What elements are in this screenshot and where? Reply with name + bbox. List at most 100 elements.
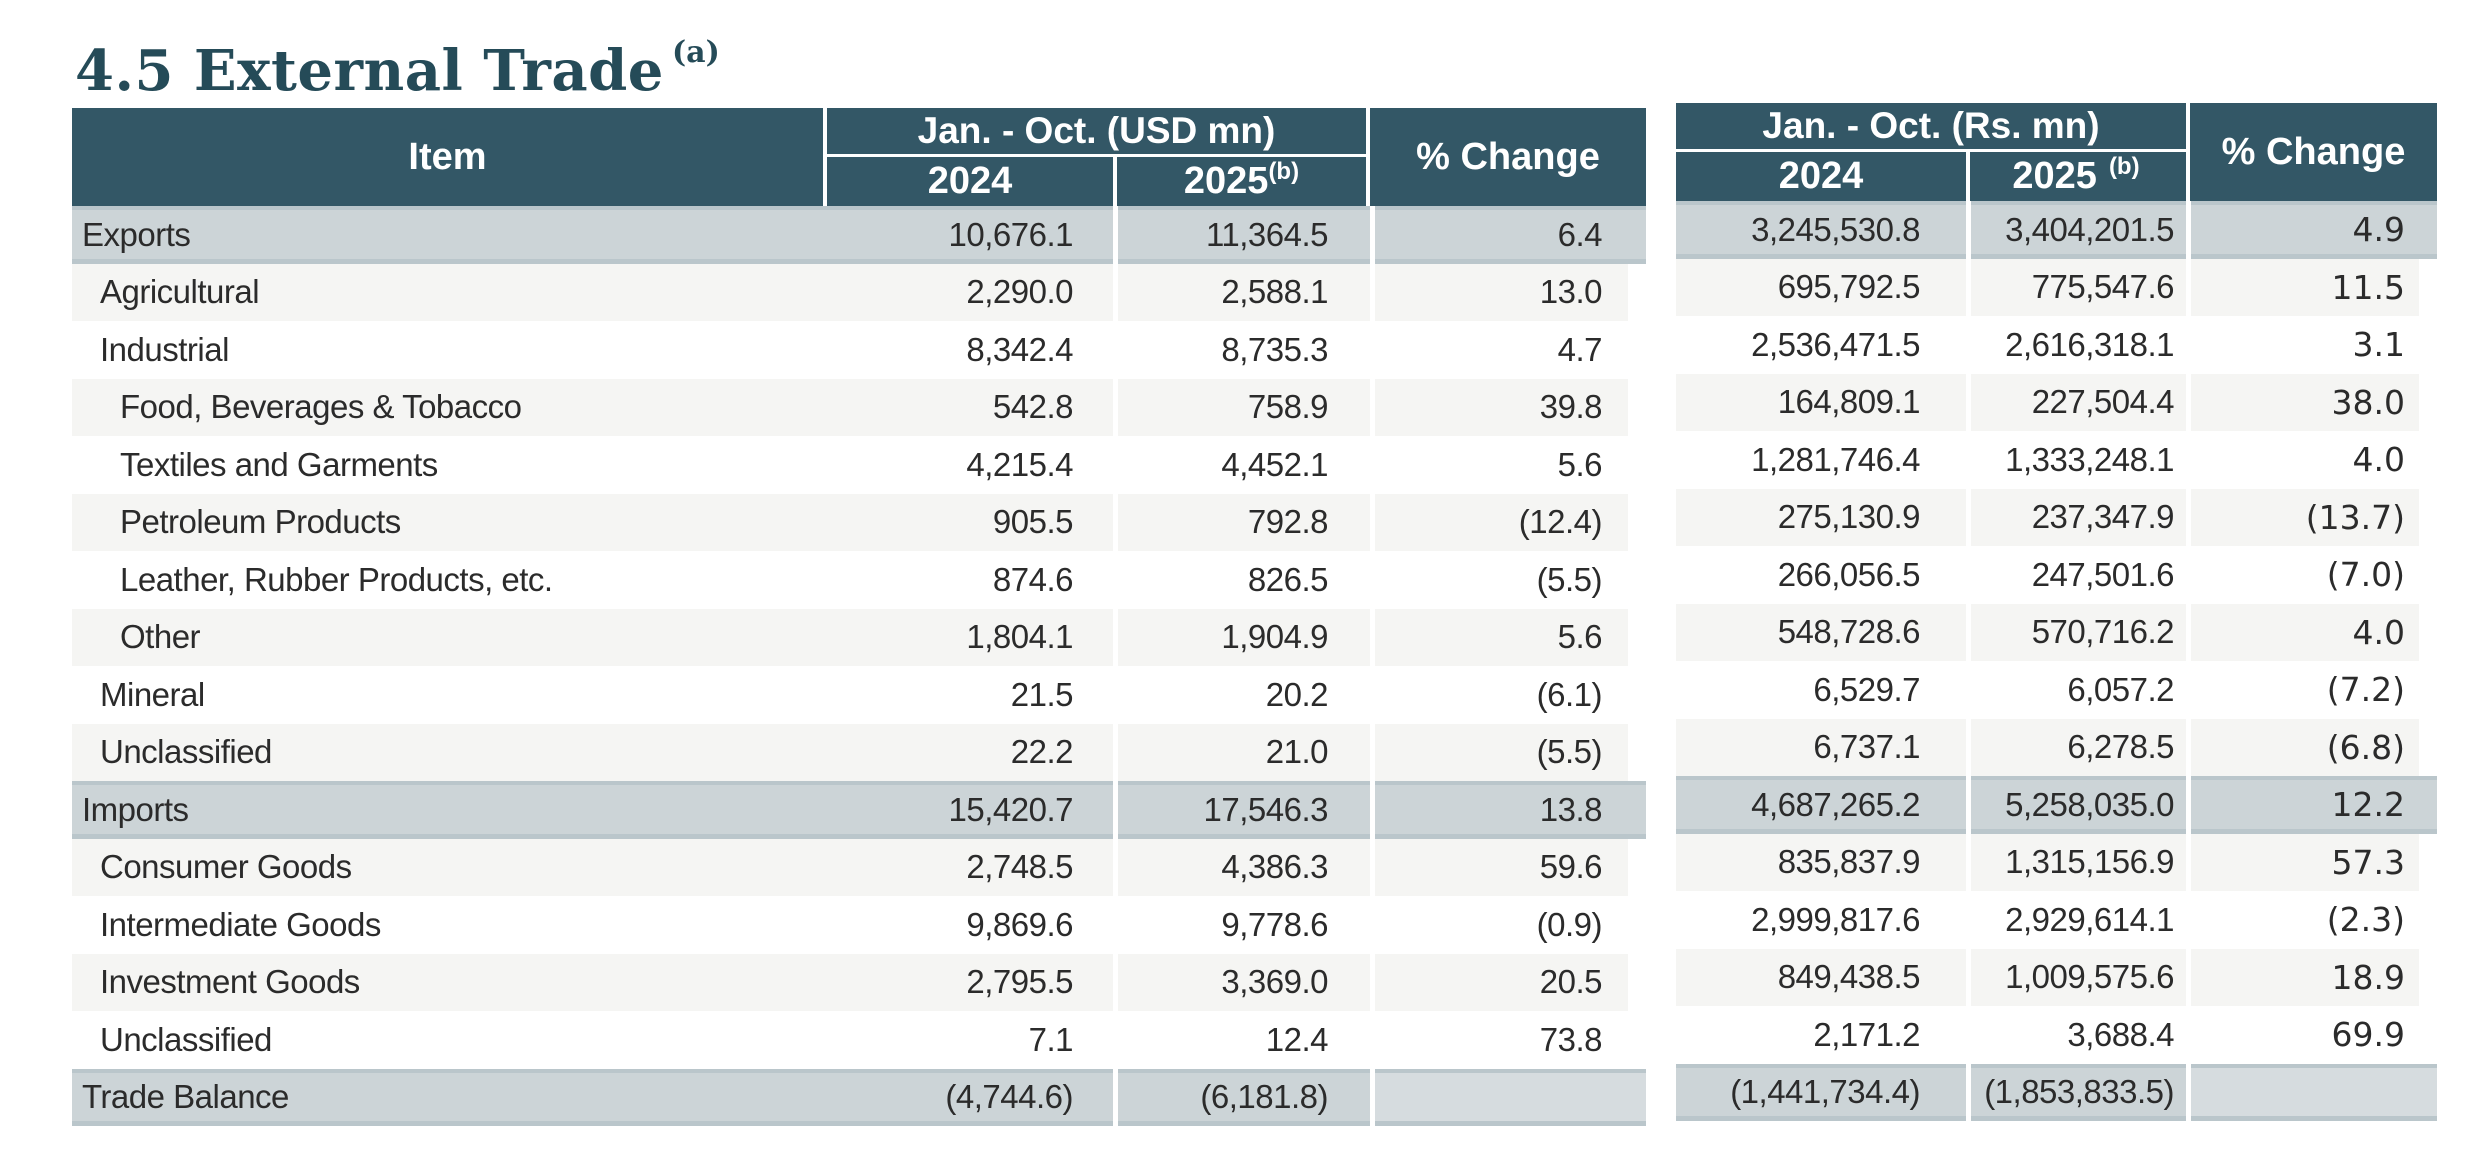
usd-pct-change-value: 73.8	[1370, 1011, 1646, 1069]
table-row: Exports 10,676.1 11,364.5 6.4	[72, 206, 1646, 264]
item-label: Imports	[72, 781, 823, 839]
table-row: Petroleum Products 905.5 792.8 (12.4)	[72, 493, 1646, 551]
rs-pct-change-value: (6.8)	[2186, 718, 2437, 776]
rs-pct-change-value: (7.0)	[2186, 546, 2437, 604]
usd-2025-value: 4,452.1	[1113, 436, 1370, 494]
table-row: 849,438.5 1,009,575.6 18.9	[1676, 948, 2437, 1006]
table-row: Unclassified 22.2 21.0 (5.5)	[72, 723, 1646, 781]
col-header-rs-pct-change: % Change	[2186, 103, 2437, 201]
usd-table: Item Jan. - Oct. (USD mn) 2024 2025 (b) %…	[72, 108, 1646, 1126]
col-header-usd-pct-change: % Change	[1416, 135, 1600, 178]
usd-pct-change-value: 6.4	[1370, 206, 1646, 264]
usd-2025-value: 758.9	[1113, 378, 1370, 436]
rs-2025-value: 247,501.6	[1966, 546, 2186, 604]
item-label: Textiles and Garments	[120, 445, 438, 483]
table-row: 266,056.5 247,501.6 (7.0)	[1676, 546, 2437, 604]
rs-2024-value: (1,441,734.4)	[1676, 1063, 1966, 1121]
usd-2025-value: 1,904.9	[1113, 608, 1370, 666]
table-row: Food, Beverages & Tobacco 542.8 758.9 39.8	[72, 378, 1646, 436]
usd-pct-change-value: (12.4)	[1370, 493, 1646, 551]
table-row: 2,536,471.5 2,616,318.1 3.1	[1676, 316, 2437, 374]
rs-group-label: Jan. - Oct. (Rs. mn)	[1676, 103, 2186, 152]
rs-table-header: Jan. - Oct. (Rs. mn) 2024 2025 (b) % Chan…	[1676, 103, 2437, 201]
item-label: Leather, Rubber Products, etc.	[120, 560, 553, 598]
item-label: Exports	[72, 206, 823, 264]
rs-table-body: 3,245,530.8 3,404,201.5 4.9 695,792.5 775,54…	[1676, 201, 2437, 1121]
rs-pct-change-value: (7.2)	[2186, 661, 2437, 719]
usd-2024-value: 8,342.4	[966, 330, 1073, 368]
rs-2025-value: (1,853,833.5)	[1966, 1063, 2186, 1121]
usd-2024-value: 1,804.1	[966, 618, 1073, 656]
rs-2024-value: 548,728.6	[1777, 613, 1921, 651]
usd-2025-label: 2025	[1183, 160, 1269, 202]
table-row: 835,837.9 1,315,156.9 57.3	[1676, 833, 2437, 891]
rs-pct-change-value: 4.0	[2186, 431, 2437, 489]
table-row: 2,171.2 3,688.4 69.9	[1676, 1006, 2437, 1064]
table-row: Investment Goods 2,795.5 3,369.0 20.5	[72, 953, 1646, 1011]
usd-pct-change-value: (6.1)	[1370, 666, 1646, 724]
rs-pct-change-value: 38.0	[2186, 373, 2437, 431]
item-label: Intermediate Goods	[100, 905, 381, 943]
usd-2025-value: 8,735.3	[1113, 321, 1370, 379]
usd-2025-value: (6,181.8)	[1113, 1068, 1370, 1126]
item-label: Food, Beverages & Tobacco	[120, 388, 522, 426]
rs-2025-value: 3,404,201.5	[1966, 201, 2186, 259]
usd-group-label: Jan. - Oct. (USD mn)	[827, 108, 1366, 157]
usd-2024-value: 7.1	[1028, 1020, 1074, 1058]
rs-pct-change-value	[2186, 1063, 2437, 1121]
rs-2025-value: 1,009,575.6	[1966, 948, 2186, 1006]
usd-pct-change-value: (5.5)	[1370, 723, 1646, 781]
usd-pct-change-value: 59.6	[1370, 838, 1646, 896]
rs-pct-change-value: (2.3)	[2186, 891, 2437, 949]
table-row: 6,737.1 6,278.5 (6.8)	[1676, 718, 2437, 776]
col-header-usd-2024: 2024	[927, 160, 1013, 202]
rs-pct-change-value: 4.9	[2186, 201, 2437, 259]
rs-2025-value: 2,616,318.1	[1966, 316, 2186, 374]
usd-pct-change-value: 20.5	[1370, 953, 1646, 1011]
usd-2024-value: 21.5	[1010, 675, 1074, 713]
item-label: Other	[120, 618, 201, 656]
usd-pct-change-value: 13.8	[1370, 781, 1646, 839]
item-label: Unclassified	[100, 1020, 272, 1058]
page-title: 4.5 External Trade (a)	[75, 14, 720, 110]
col-header-rs-2024: 2024	[1778, 155, 1864, 197]
rs-2025-value: 3,688.4	[1966, 1006, 2186, 1064]
table-row: Intermediate Goods 9,869.6 9,778.6 (0.9)	[72, 896, 1646, 954]
title-text: 4.5 External Trade	[75, 38, 664, 104]
usd-2024-value: 22.2	[1010, 733, 1074, 771]
rs-2024-value: 2,999,817.6	[1751, 900, 1920, 938]
rs-pct-change-value: 18.9	[2186, 948, 2437, 1006]
usd-2024-value: 874.6	[992, 560, 1074, 598]
rs-2024-value: 275,130.9	[1777, 498, 1921, 536]
rs-2024-value: 2,536,471.5	[1751, 325, 1920, 363]
rs-pct-change-value: (13.7)	[2186, 488, 2437, 546]
col-header-item: Item	[408, 135, 487, 178]
rs-pct-change-value: 3.1	[2186, 316, 2437, 374]
rs-2024-value: 266,056.5	[1777, 555, 1921, 593]
rs-group-header: Jan. - Oct. (Rs. mn) 2024 2025 (b)	[1676, 103, 2186, 201]
table-row: 548,728.6 570,716.2 4.0	[1676, 603, 2437, 661]
table-row: Leather, Rubber Products, etc. 874.6 826.5…	[72, 551, 1646, 609]
usd-pct-change-value: (5.5)	[1370, 551, 1646, 609]
usd-2025-value: 3,369.0	[1113, 953, 1370, 1011]
usd-pct-change-value	[1370, 1068, 1646, 1126]
rs-2024-value: 2,171.2	[1813, 1015, 1920, 1053]
table-row: 2,999,817.6 2,929,614.1 (2.3)	[1676, 891, 2437, 949]
usd-2024-value: 542.8	[992, 388, 1074, 426]
table-row: 4,687,265.2 5,258,035.0 12.2	[1676, 776, 2437, 834]
usd-pct-change-value: 4.7	[1370, 321, 1646, 379]
item-label: Industrial	[100, 330, 229, 368]
usd-pct-change-value: (0.9)	[1370, 896, 1646, 954]
rs-2025-note: (b)	[2108, 152, 2140, 180]
item-label: Agricultural	[100, 273, 260, 311]
rs-2024-value: 4,687,265.2	[1676, 776, 1966, 834]
table-row: 3,245,530.8 3,404,201.5 4.9	[1676, 201, 2437, 259]
usd-year-row: 2024 2025 (b)	[827, 157, 1366, 206]
table-row: 1,281,746.4 1,333,248.1 4.0	[1676, 431, 2437, 489]
rs-2024-value: 835,837.9	[1777, 843, 1921, 881]
rs-2025-value: 775,547.6	[1966, 258, 2186, 316]
rs-2025-value: 1,333,248.1	[1966, 431, 2186, 489]
usd-2024-value: (4,744.6)	[823, 1068, 1113, 1126]
table-row: Unclassified 7.1 12.4 73.8	[72, 1011, 1646, 1069]
usd-2025-value: 20.2	[1113, 666, 1370, 724]
